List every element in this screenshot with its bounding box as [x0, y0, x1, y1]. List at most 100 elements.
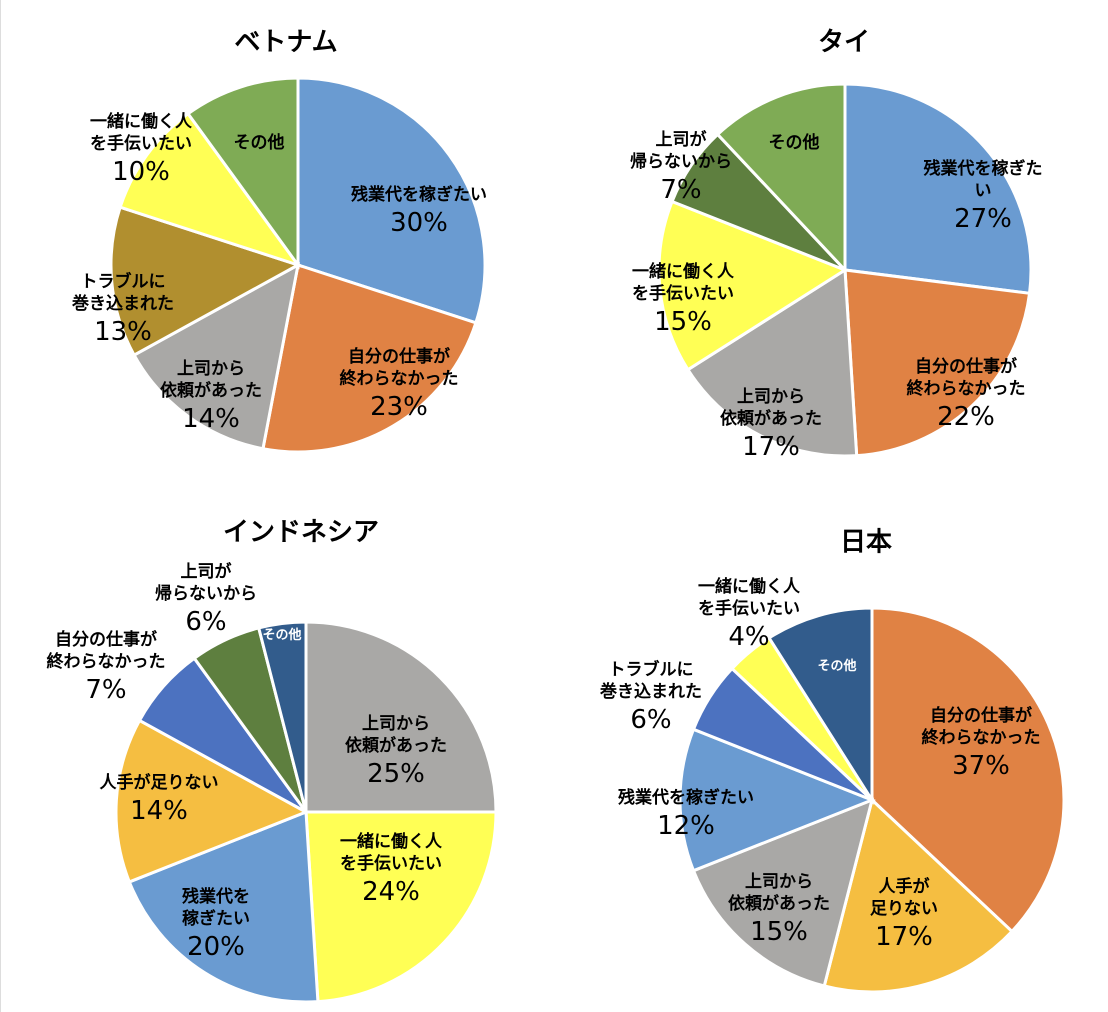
slice-label: 上司から 依頼があった 25%	[345, 713, 447, 791]
slice-label: 一緒に働く人 を手伝いたい 15%	[632, 261, 734, 339]
slice-label: その他	[769, 132, 820, 154]
slice-label: 自分の仕事が 終わらなかった 23%	[340, 346, 459, 424]
slice-label: その他	[262, 625, 301, 647]
slice-percent: 7%	[85, 675, 127, 705]
slice-name: 一緒に働く人 を手伝いたい	[340, 832, 442, 874]
slice-percent: 37%	[952, 751, 1010, 781]
slice-label: その他	[234, 132, 285, 154]
slice-percent: 6%	[630, 705, 672, 735]
slice-percent: 6%	[185, 607, 227, 637]
slice-percent: 15%	[654, 307, 712, 337]
slice-label: 残業代を稼ぎたい 27%	[921, 158, 1046, 236]
slice-name: 自分の仕事が 終わらなかった	[906, 357, 1026, 399]
slice-label: 人手が足りない 14%	[100, 772, 219, 828]
slice-name: 上司が 帰らないから	[630, 130, 732, 172]
slice-percent: 27%	[954, 204, 1012, 234]
pie-slice	[767, 606, 874, 806]
slice-label: 残業代を稼ぎたい 12%	[618, 787, 754, 843]
slice-label: 自分の仕事が 終わらなかった 22%	[907, 356, 1026, 434]
slice-name: トラブルに 巻き込まれた	[600, 660, 702, 702]
slice-percent: 4%	[728, 622, 770, 652]
slice-name: 自分の仕事が 終わらなかった	[921, 706, 1041, 748]
slice-percent: 15%	[750, 917, 808, 947]
slice-name: その他	[817, 659, 857, 674]
pie-slice	[304, 810, 498, 1004]
slice-percent: 23%	[370, 392, 428, 422]
slice-label: 上司から 依頼があった 17%	[720, 386, 822, 464]
pie-0	[109, 76, 487, 454]
pie-slice	[822, 797, 1015, 994]
slice-name: 上司から 依頼があった	[160, 359, 262, 401]
slice-percent: 13%	[94, 317, 152, 347]
pie-slice	[715, 82, 847, 274]
slice-label: トラブルに 巻き込まれた 13%	[72, 271, 174, 349]
slice-name: 一緒に働く人 を手伝いたい	[698, 577, 800, 619]
slice-percent: 14%	[182, 404, 240, 434]
slice-label: 上司が 帰らないから 7%	[630, 129, 732, 207]
slice-name: 残業代を稼ぎたい	[923, 159, 1043, 201]
pie-slice	[256, 620, 308, 813]
pie-slice	[304, 620, 498, 814]
slice-name: 人手が足りない	[99, 773, 219, 793]
slice-label: 上司から 依頼があった 14%	[160, 358, 262, 436]
slice-name: 自分の仕事が 終わらなかった	[339, 347, 459, 389]
slice-percent: 17%	[875, 922, 933, 952]
pie-slice	[114, 718, 310, 884]
chart-title: ベトナム	[234, 27, 338, 58]
pie-2	[114, 620, 498, 1004]
slice-percent: 25%	[367, 759, 425, 789]
slice-name: 自分の仕事が 終わらなかった	[46, 630, 166, 672]
pie-slice	[127, 809, 320, 1004]
slice-label: 一緒に働く人 を手伝いたい 10%	[90, 111, 192, 189]
chart-title: インドネシア	[222, 517, 380, 548]
pie-slice	[185, 76, 300, 270]
pie-slice	[261, 263, 478, 454]
slice-name: その他	[262, 628, 302, 643]
pie-slice	[870, 606, 1066, 934]
slice-label: 自分の仕事が 終わらなかった 7%	[47, 629, 166, 707]
pie-slice	[843, 268, 1032, 458]
slice-percent: 24%	[362, 877, 420, 907]
pie-slice	[132, 262, 301, 451]
slice-label: 上司が 帰らないから 6%	[155, 561, 257, 639]
slice-percent: 20%	[187, 932, 245, 962]
slice-label: その他	[817, 656, 856, 678]
slice-percent: 14%	[130, 796, 188, 826]
pie-1	[657, 82, 1033, 458]
slice-percent: 30%	[390, 208, 448, 238]
slice-name: 一緒に働く人 を手伝いたい	[632, 262, 734, 304]
pie-slice	[296, 76, 487, 325]
pie-slice	[678, 727, 877, 873]
slice-name: 上司から 依頼があった	[345, 714, 447, 756]
slice-label: 自分の仕事が 終わらなかった 37%	[922, 705, 1041, 783]
pie-slice	[657, 199, 849, 372]
pie-slice	[685, 267, 859, 458]
slice-percent: 7%	[660, 175, 702, 205]
slice-percent: 12%	[657, 811, 715, 841]
slice-label: トラブルに 巻き込まれた 6%	[600, 659, 702, 737]
slice-name: 残業代を稼ぎたい	[618, 788, 754, 808]
chart-title: 日本	[839, 527, 893, 558]
slice-name: トラブルに 巻き込まれた	[72, 272, 174, 314]
slice-name: 上司から 依頼があった	[720, 387, 822, 429]
slice-name: 残業代を稼ぎたい	[351, 185, 487, 205]
slice-label: 一緒に働く人 を手伝いたい 4%	[698, 576, 800, 654]
slice-percent: 10%	[112, 157, 170, 187]
slice-name: 人手が 足りない	[870, 877, 938, 919]
pie-slice	[691, 797, 875, 988]
slice-label: 人手が 足りない 17%	[870, 876, 938, 954]
slice-name: 残業代を 稼ぎたい	[182, 887, 250, 929]
slice-name: その他	[233, 133, 285, 153]
slice-percent: 17%	[742, 432, 800, 462]
slice-name: 一緒に働く人 を手伝いたい	[90, 112, 192, 154]
pie-slice	[843, 82, 1033, 295]
slice-label: 残業代を稼ぎたい 30%	[351, 184, 487, 240]
pie-slice	[109, 205, 302, 358]
slice-label: 上司から 依頼があった 15%	[728, 871, 830, 949]
slice-name: その他	[768, 133, 820, 153]
pie-slice	[118, 111, 302, 268]
pie-3	[678, 606, 1066, 994]
chart-title: タイ	[817, 27, 871, 58]
